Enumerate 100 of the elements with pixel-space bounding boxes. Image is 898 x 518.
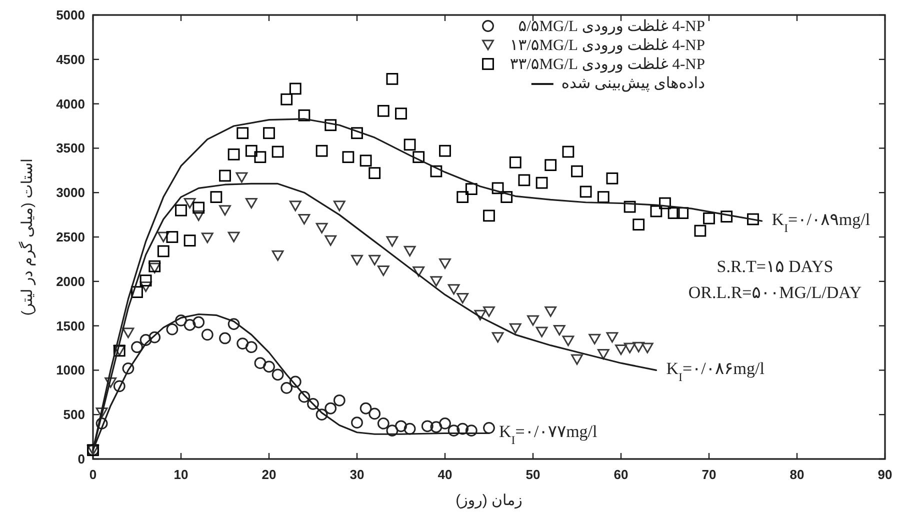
point [324,402,337,414]
point [263,127,275,140]
point [465,424,478,437]
annotation: OR.L.R=۵۰۰MG/L/DAY [688,283,862,302]
point [720,210,733,223]
point [430,276,442,287]
point [245,144,258,157]
point [456,191,469,203]
point [571,354,583,365]
point [527,315,539,326]
point [597,191,610,203]
y-tick-label: 3000 [56,185,85,200]
point [228,232,240,242]
point [307,398,319,410]
point [131,286,143,298]
point [131,341,143,354]
point [562,146,574,158]
point [412,151,425,164]
point [219,332,231,344]
point [624,342,636,354]
point [395,108,407,120]
point [280,93,293,106]
x-tick-label: 90 [878,467,892,482]
point [377,418,390,430]
point [377,104,390,117]
point [483,306,495,317]
point [641,342,654,354]
point [439,418,451,430]
point [509,323,522,334]
point [175,314,187,326]
y-axis-title: استات (میلی گرم در لیتر) [18,158,36,316]
x-tick-label: 80 [790,467,804,482]
point [272,368,284,381]
point [386,424,398,437]
point [254,357,266,370]
annotation: S.R.T=۱۵ DAYS [716,257,834,276]
y-tick-label: 3500 [56,140,85,156]
point [632,218,645,231]
point [536,326,548,338]
point [632,342,645,352]
point [140,334,152,346]
point [430,165,442,178]
point [228,148,240,160]
point [96,418,108,430]
point [140,274,152,286]
point [606,332,618,343]
point [298,390,310,403]
x-tick-label: 20 [262,467,276,482]
point [175,204,187,216]
point [184,234,196,246]
point [245,198,258,209]
y-tick-label: 500 [63,407,85,422]
point [368,408,381,420]
y-tick-label: 1500 [56,318,85,334]
point [298,109,310,122]
point [703,212,715,224]
point [184,198,196,209]
point [192,202,205,214]
point [351,254,363,266]
x-axis-title: زمان (روز) [456,492,522,509]
point [368,167,381,180]
point [122,328,134,338]
point [456,293,469,304]
point [219,170,231,182]
point [245,341,258,354]
point [228,318,240,330]
point [184,318,196,331]
point [148,260,161,272]
point [562,336,574,346]
point [140,281,152,292]
point [500,191,513,203]
point [492,182,504,194]
point [404,422,416,435]
point [360,402,372,414]
point [148,262,161,274]
point [113,380,126,392]
point [148,331,161,344]
point [395,420,407,432]
y-tick-label: 4000 [56,96,85,112]
point [263,360,275,373]
point [298,214,310,225]
point [360,154,372,167]
point [474,310,486,320]
point [368,254,381,266]
point [386,236,398,247]
point [236,127,249,140]
point [421,420,434,432]
point [272,146,284,158]
point [157,232,170,242]
y-tick-label: 5000 [56,8,85,22]
y-tick-label: 2000 [56,274,85,289]
point [747,213,759,226]
point [509,156,522,168]
point [351,416,363,429]
point [272,250,284,261]
legend-label: 4-NP غلظت ورودی ۳۳/۵MG/L [510,56,705,73]
point [483,210,495,222]
point [580,186,592,198]
x-tick-label: 10 [174,467,188,482]
x-tick-label: 50 [526,467,540,482]
